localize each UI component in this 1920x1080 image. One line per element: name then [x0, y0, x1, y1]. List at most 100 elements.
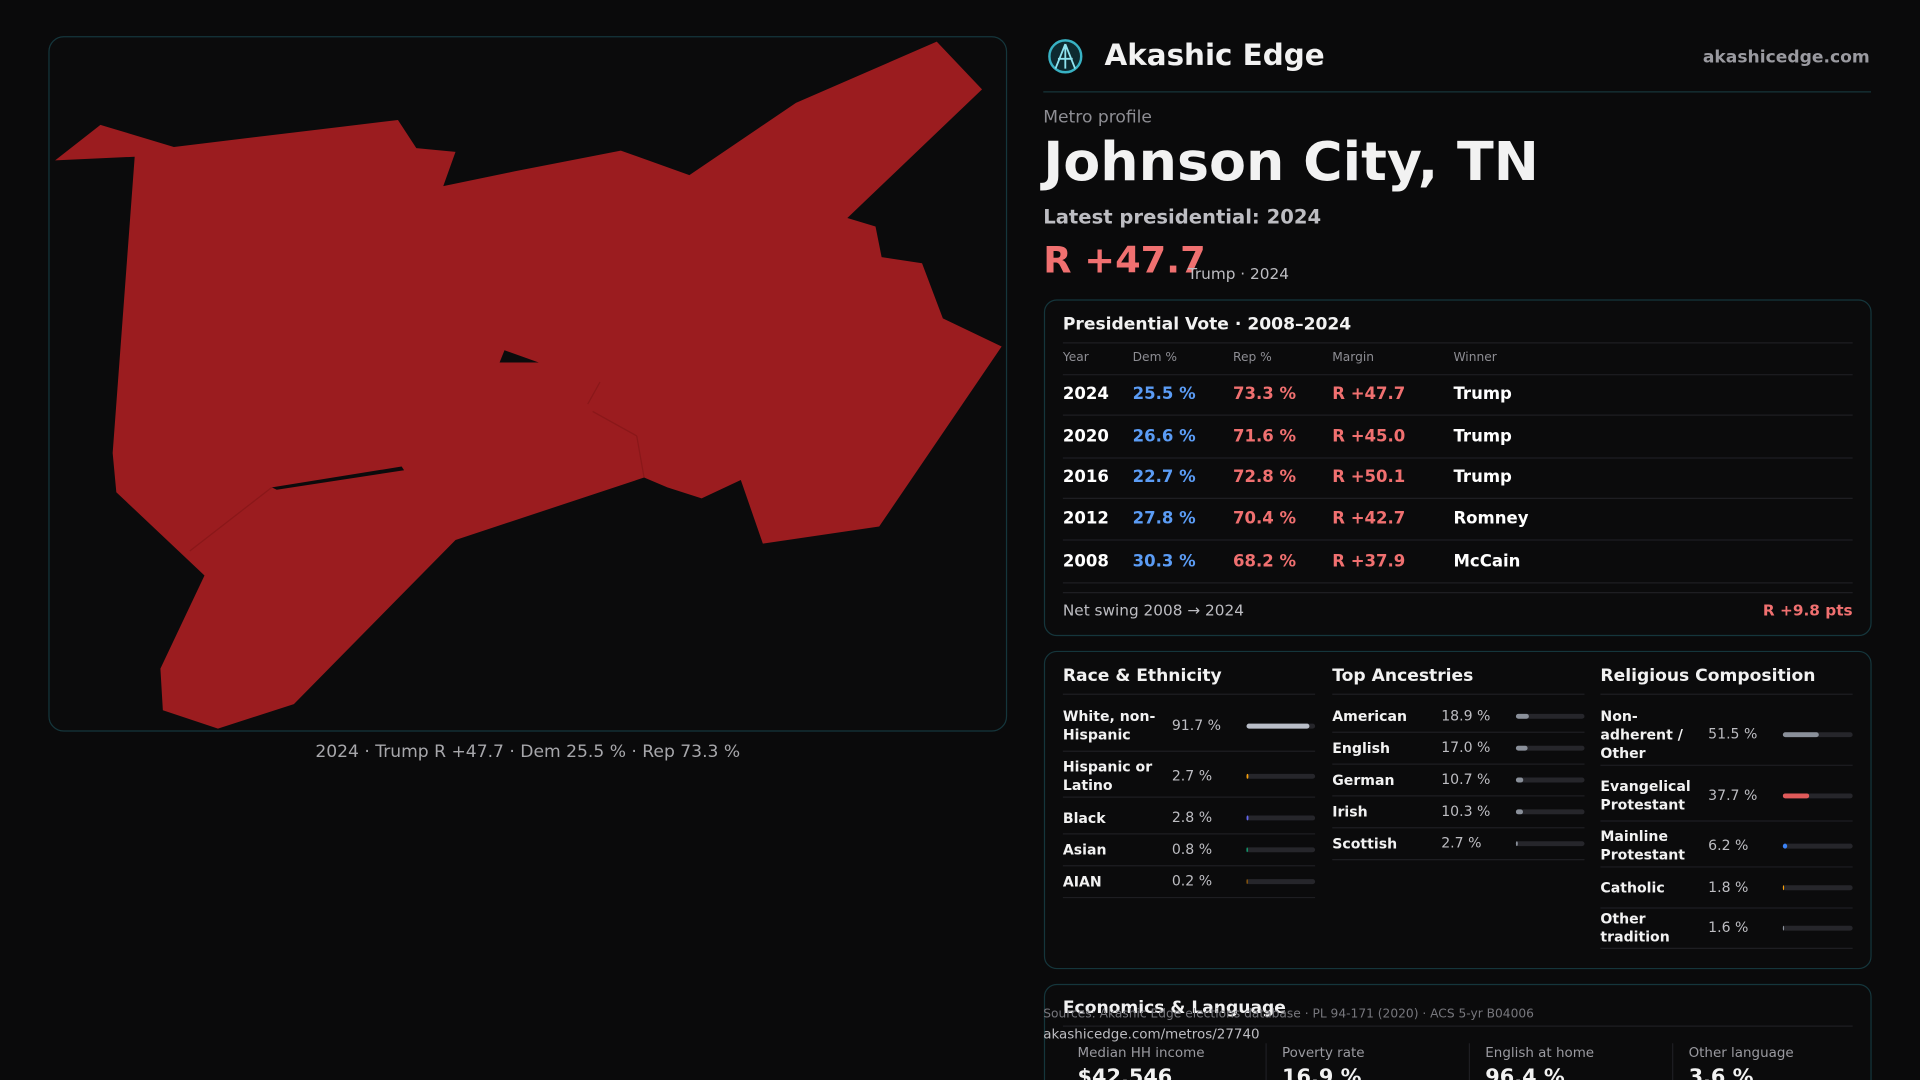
column-header: Winner: [1453, 350, 1497, 364]
map-gap: [271, 466, 405, 490]
bar-track: [1515, 745, 1585, 751]
bar: [1515, 809, 1523, 815]
bar-track: [1515, 777, 1585, 783]
sources: Sources: Akashic Edge elections database…: [1043, 1006, 1534, 1020]
economics-panel: [1043, 983, 1872, 1080]
map-caption: 2024 · Trump R +47.7 · Dem 25.5 % · Rep …: [315, 742, 740, 762]
row-name: Hispanic or Latino: [1062, 757, 1153, 794]
bar: [1515, 777, 1524, 783]
row-name: Catholic: [1600, 878, 1665, 896]
bar: [1782, 732, 1819, 738]
bar: [1246, 847, 1248, 853]
cell: 22.7 %: [1133, 467, 1196, 486]
panel-title: Economics & Language: [1063, 998, 1286, 1018]
metro-shape[interactable]: [55, 41, 1002, 729]
county-border: [592, 410, 638, 437]
bar: [1246, 815, 1249, 821]
headline-margin: R +47.7: [1043, 239, 1205, 282]
cell: 2012: [1063, 509, 1109, 528]
stat-label: Poverty rate: [1282, 1046, 1364, 1061]
value-label: 1.6 %: [1708, 920, 1748, 936]
name-box: Black: [1063, 809, 1106, 826]
column-header: Year: [1062, 350, 1090, 364]
column-header: Dem %: [1133, 350, 1177, 364]
name-box: White, non-Hispanic: [1063, 708, 1155, 744]
cell: R +42.7: [1332, 509, 1405, 528]
stat-value: 96.4 %: [1485, 1065, 1565, 1080]
permalink[interactable]: akashicedge.com/metros/27740: [1043, 1028, 1259, 1043]
bar: [1246, 773, 1249, 779]
bar-track: [1246, 815, 1316, 821]
name-box: Hispanic or Latino: [1062, 757, 1153, 794]
cell: 2016: [1063, 467, 1109, 486]
name-box: Non-adherent / Other: [1600, 707, 1683, 762]
cell: Trump: [1453, 427, 1512, 446]
row-name: Asian: [1062, 840, 1107, 858]
bar-track: [1782, 925, 1853, 931]
row-name: Non-adherent / Other: [1600, 707, 1683, 762]
name-box: Irish: [1332, 802, 1368, 820]
metro-title: Johnson City, TN: [1039, 130, 1539, 193]
value-label: 91.7 %: [1172, 718, 1221, 734]
swing-label: Net swing 2008 → 2024: [1063, 602, 1244, 620]
row-name: Mainline Protestant: [1600, 827, 1686, 864]
name-box: American: [1332, 707, 1407, 724]
row-name: English: [1332, 738, 1391, 757]
cell: R +37.9: [1332, 552, 1405, 571]
cell: 26.6 %: [1133, 427, 1196, 446]
row-name: German: [1332, 770, 1395, 788]
cell: 30.3 %: [1133, 552, 1196, 571]
stat-value: 3.6 %: [1689, 1065, 1754, 1080]
value-label: 10.7 %: [1441, 772, 1490, 788]
bar: [1515, 841, 1518, 847]
name-box: Scottish: [1332, 834, 1398, 852]
row-name: Evangelical Protestant: [1600, 777, 1691, 814]
demographics-panel: [1043, 650, 1872, 970]
column-header: Rep %: [1233, 350, 1272, 364]
bar-track: [1782, 843, 1853, 849]
cell: R +50.1: [1332, 467, 1405, 486]
county-border: [636, 435, 645, 478]
bar: [1782, 925, 1785, 931]
name-box: Evangelical Protestant: [1600, 777, 1691, 814]
cell: 2020: [1063, 427, 1109, 446]
stat-label: Other language: [1689, 1046, 1794, 1061]
stat-value: $42,546: [1078, 1065, 1173, 1080]
cell: R +47.7: [1332, 384, 1405, 403]
row-name: Scottish: [1332, 834, 1398, 852]
bar-track: [1782, 885, 1853, 891]
cell: 2008: [1063, 552, 1109, 571]
stat-label: Median HH income: [1078, 1046, 1205, 1061]
county-border: [189, 486, 273, 552]
panel-title: Presidential Vote · 2008–2024: [1063, 314, 1351, 334]
row-name: AIAN: [1062, 872, 1102, 890]
section-title: Religious Composition: [1600, 666, 1815, 686]
value-label: 51.5 %: [1708, 727, 1757, 743]
bar-track: [1515, 809, 1585, 815]
name-box: Other tradition: [1600, 910, 1669, 946]
section-title: Top Ancestries: [1332, 666, 1473, 686]
value-label: 0.8 %: [1172, 842, 1212, 858]
name-box: German: [1332, 770, 1395, 788]
bar: [1782, 843, 1788, 849]
stat-label: English at home: [1485, 1046, 1594, 1061]
value-label: 2.7 %: [1441, 836, 1481, 852]
county-border: [587, 381, 601, 405]
value-label: 2.8 %: [1172, 810, 1212, 826]
cell: 73.3 %: [1233, 384, 1296, 403]
bar: [1246, 723, 1310, 729]
cell: 27.8 %: [1133, 509, 1196, 528]
row-name: Irish: [1332, 802, 1368, 820]
name-box: English: [1332, 738, 1391, 757]
cell: R +45.0: [1332, 427, 1405, 446]
vote-table: Year Dem % Rep % Margin Winner 2024 25.5 % 73.3…: [1062, 350, 1853, 584]
economics: Median HH income $42,546 Poverty rate 16.9 …: [1078, 1043, 1794, 1080]
bar: [1515, 745, 1528, 751]
cell: 70.4 %: [1233, 509, 1296, 528]
stat-value: 16.9 %: [1282, 1065, 1362, 1080]
bar-track: [1515, 841, 1585, 847]
value-label: 17.0 %: [1441, 740, 1490, 756]
brand-url[interactable]: akashicedge.com: [1703, 48, 1870, 68]
